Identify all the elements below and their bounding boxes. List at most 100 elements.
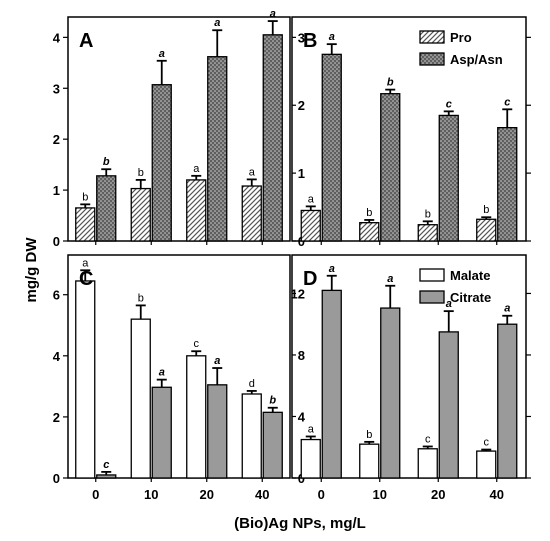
x-tick-label: 10: [144, 487, 158, 502]
bar-pro: [186, 179, 207, 242]
bar-malate: [241, 393, 262, 479]
bar-aspasn: [380, 93, 401, 242]
bar-malate: [417, 448, 438, 479]
bar-pro: [300, 209, 321, 242]
significance-label: b: [483, 204, 489, 216]
bar-citrate: [497, 323, 518, 479]
significance-label: a: [193, 163, 200, 175]
x-tick-label: 40: [255, 487, 269, 502]
panel-letter: B: [303, 30, 317, 52]
bar-aspasn: [321, 53, 342, 242]
panel-letter: A: [79, 30, 93, 52]
x-tick-label: 20: [200, 487, 214, 502]
panel-letter: D: [303, 268, 317, 290]
bar-aspasn: [151, 84, 172, 242]
bar-citrate: [151, 386, 172, 479]
legend-label: Malate: [450, 268, 490, 283]
x-tick-label: 0: [318, 487, 325, 502]
bar-malate: [130, 318, 151, 479]
bar-citrate: [380, 307, 401, 479]
significance-label: a: [387, 273, 393, 285]
y-tick-label: 6: [53, 288, 60, 303]
y-tick-label: 2: [53, 410, 60, 425]
significance-label: b: [269, 395, 276, 407]
x-tick-label: 40: [490, 487, 504, 502]
y-tick-label: 2: [298, 98, 305, 113]
significance-label: a: [329, 31, 335, 43]
bar-aspasn: [497, 126, 518, 242]
bar-malate: [476, 450, 497, 479]
significance-label: a: [270, 8, 276, 20]
significance-label: a: [214, 355, 220, 367]
panel-c: 0 2 4 6 0 10 20 40 a b c d c a a b C: [53, 254, 291, 502]
significance-label: a: [329, 263, 335, 275]
legend-swatch: [419, 52, 445, 66]
y-tick-label: 8: [298, 348, 305, 363]
bar-aspasn: [207, 56, 228, 242]
significance-label: b: [366, 207, 372, 219]
bar-citrate: [321, 289, 342, 479]
y-tick-label: 4: [53, 349, 61, 364]
significance-label: c: [484, 437, 490, 449]
significance-label: a: [308, 423, 315, 435]
y-tick-label: 3: [298, 30, 305, 45]
legend-label: Pro: [450, 30, 472, 45]
significance-label: c: [446, 98, 452, 110]
significance-label: b: [425, 208, 431, 220]
y-tick-label: 4: [53, 30, 61, 45]
bar-pro: [75, 207, 96, 242]
legend-swatch: [419, 30, 445, 44]
x-axis-label: (Bio)Ag NPs, mg/L: [234, 515, 366, 532]
significance-label: a: [446, 298, 452, 310]
bar-citrate: [207, 384, 228, 479]
bar-malate: [186, 355, 207, 479]
panel-a: 0 1 2 3 4 b b a a b a a a A: [53, 8, 291, 249]
bar-aspasn: [438, 114, 459, 242]
bar-malate: [359, 443, 380, 479]
bar-pro: [359, 222, 380, 242]
bar-aspasn: [262, 34, 283, 242]
significance-label: b: [103, 156, 110, 168]
legend-swatch: [419, 268, 445, 282]
panel-frame: [67, 16, 291, 242]
panel-letter: C: [79, 268, 93, 290]
significance-label: b: [138, 167, 144, 179]
bar-pro: [130, 187, 151, 242]
significance-label: c: [504, 96, 510, 108]
bar-citrate: [262, 411, 283, 479]
bar-citrate: [438, 331, 459, 479]
bar-pro: [417, 224, 438, 242]
bar-aspasn: [96, 175, 117, 242]
bar-malate: [75, 280, 96, 479]
y-tick-label: 0: [53, 234, 60, 249]
y-tick-label: 3: [53, 81, 60, 96]
y-tick-label: 1: [53, 183, 60, 198]
x-tick-label: 0: [92, 487, 99, 502]
significance-label: a: [249, 166, 256, 178]
significance-label: a: [308, 193, 315, 205]
panel-frame: [291, 16, 527, 242]
y-tick-label: 2: [53, 132, 60, 147]
significance-label: b: [82, 191, 88, 203]
significance-label: c: [103, 459, 109, 471]
bar-pro: [476, 218, 497, 242]
significance-label: a: [504, 303, 510, 315]
y-tick-label: 4: [298, 409, 306, 424]
x-tick-label: 20: [431, 487, 445, 502]
y-axis-label: mg/g DW: [23, 237, 40, 303]
legend-label: Asp/Asn: [450, 52, 503, 67]
panel-frame: [291, 254, 527, 479]
significance-label: c: [425, 433, 431, 445]
bar-citrate: [96, 474, 117, 479]
panel-b: 0123abbbabccBProAsp/Asn: [291, 16, 531, 249]
significance-label: d: [249, 378, 255, 390]
significance-label: b: [366, 429, 372, 441]
significance-label: a: [214, 17, 220, 29]
bar-malate: [300, 438, 321, 479]
x-tick-label: 10: [373, 487, 387, 502]
significance-label: b: [138, 292, 144, 304]
panels-group: 01234bbaabaaaA0123abbbabccBProAsp/Asn024…: [53, 8, 531, 502]
significance-label: a: [159, 48, 165, 60]
significance-label: a: [82, 257, 89, 269]
